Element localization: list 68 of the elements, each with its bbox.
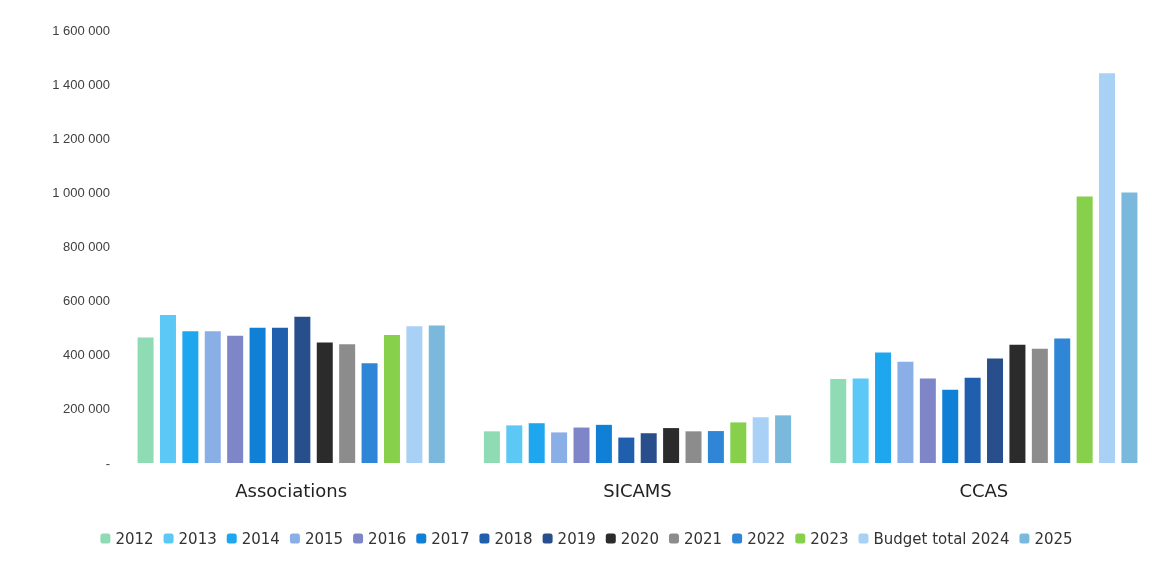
bar	[752, 417, 769, 463]
x-tick-label: Associations	[235, 479, 348, 501]
legend-label: 2017	[431, 529, 470, 548]
bar	[506, 425, 523, 463]
bar	[204, 331, 221, 463]
bar	[1054, 338, 1071, 463]
bar	[1121, 192, 1138, 463]
bar	[618, 437, 635, 463]
bar	[875, 352, 892, 463]
y-tick-label: 1 200 000	[52, 130, 110, 146]
bar	[294, 316, 311, 463]
bar	[730, 422, 747, 463]
legend-label: 2014	[241, 529, 280, 548]
legend-label: 2022	[747, 529, 786, 548]
bar	[428, 325, 445, 463]
bar	[551, 432, 568, 463]
legend-label: 2020	[620, 529, 659, 548]
x-tick-label: SICAMS	[603, 479, 672, 501]
bar	[640, 433, 657, 463]
bar	[271, 327, 288, 463]
legend-label: 2012	[115, 529, 154, 548]
bar	[339, 344, 356, 463]
legend-label: 2023	[810, 529, 849, 548]
bar	[964, 377, 981, 463]
legend-label: 2015	[304, 529, 344, 548]
bar	[249, 327, 266, 463]
legend-label: 2025	[1034, 529, 1073, 548]
y-tick-label: 1 600 000	[52, 22, 110, 38]
bar	[663, 428, 680, 463]
y-tick-label: 200 000	[63, 401, 110, 417]
legend-label: 2021	[683, 529, 723, 548]
bar	[316, 342, 333, 463]
bar	[573, 427, 590, 463]
bar	[919, 378, 936, 463]
bar	[852, 378, 869, 463]
legend-label: 2019	[557, 529, 596, 548]
bar	[595, 424, 612, 463]
bar	[406, 326, 423, 463]
y-tick-label: 800 000	[63, 239, 110, 254]
bar	[361, 363, 378, 463]
bar	[775, 415, 792, 463]
bar	[1009, 344, 1026, 463]
legend-label: 2016	[368, 529, 407, 548]
bar	[227, 335, 244, 463]
bar	[182, 331, 199, 463]
bar	[897, 361, 914, 463]
y-tick-label: -	[105, 455, 110, 471]
y-tick-label: 1 000 000	[52, 184, 110, 200]
legend-label: 2013	[178, 529, 217, 548]
bar	[137, 337, 154, 463]
x-tick-label: CCAS	[959, 479, 1009, 501]
y-tick-label: 400 000	[63, 347, 110, 363]
bar	[987, 358, 1004, 463]
legend-label: 2018	[494, 529, 533, 548]
bar	[707, 431, 724, 463]
bar	[528, 423, 545, 463]
bar	[1031, 348, 1048, 463]
bar	[159, 314, 176, 463]
bar	[830, 379, 847, 463]
bar	[383, 334, 400, 463]
bar	[1076, 196, 1093, 463]
legend-label: Budget total 2024	[873, 529, 1010, 548]
bar	[1099, 73, 1116, 463]
y-tick-label: 1 400 000	[52, 76, 110, 92]
y-tick-label: 600 000	[63, 293, 110, 309]
bar	[685, 431, 702, 463]
bar	[483, 431, 500, 463]
bar	[942, 389, 959, 463]
